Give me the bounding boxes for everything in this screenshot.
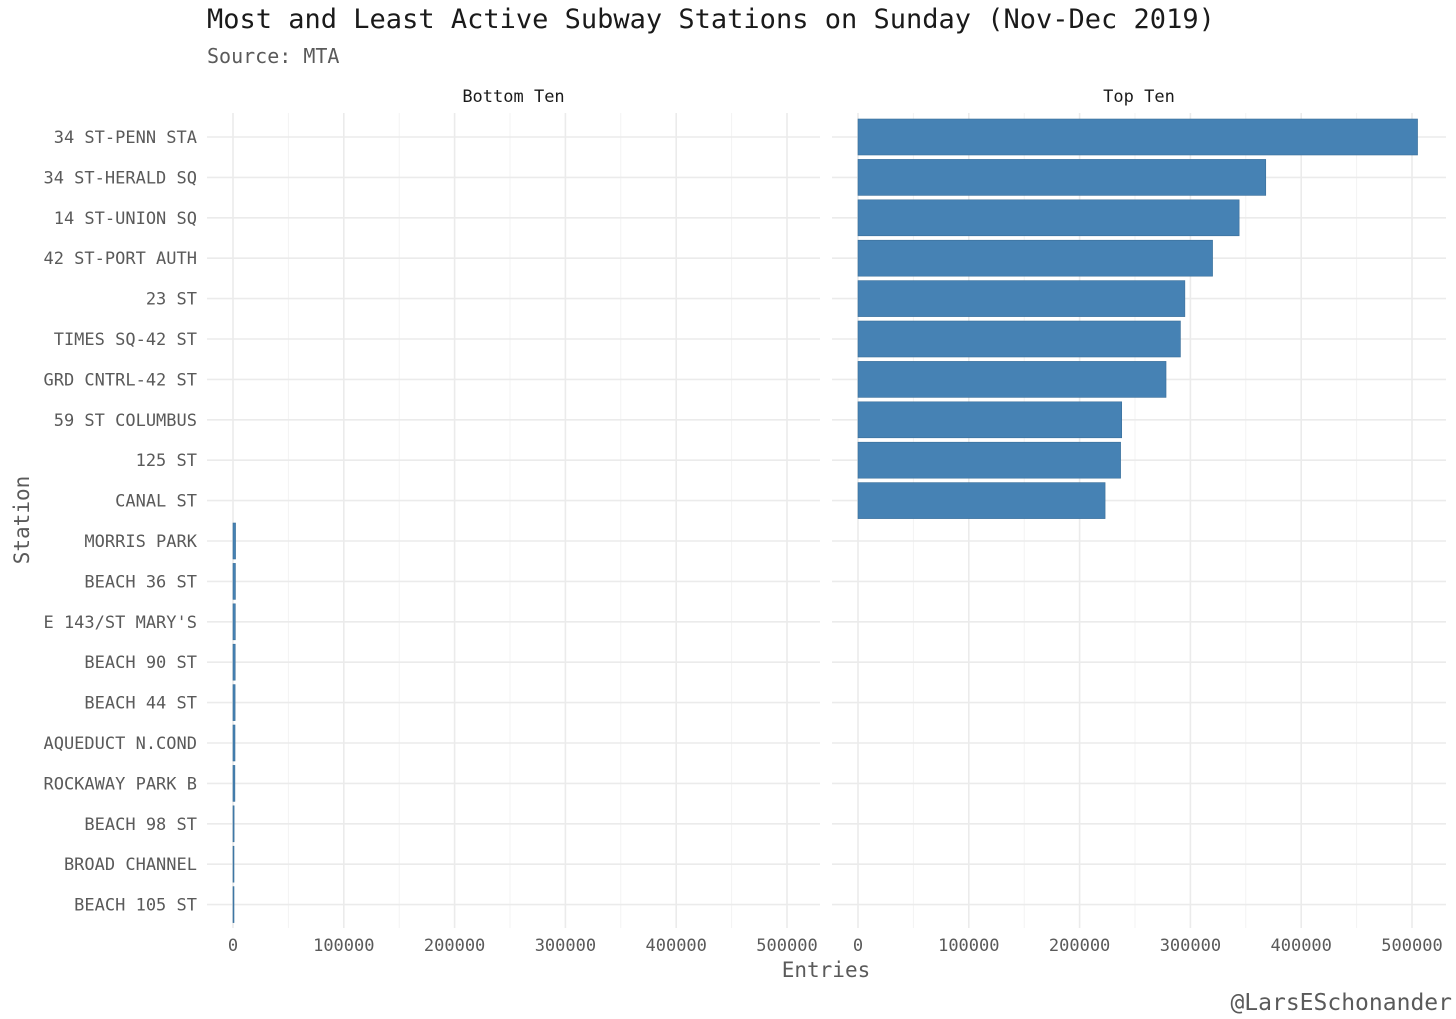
y-tick-label: BEACH 44 ST	[84, 694, 197, 714]
x-tick-label: 500000	[1381, 936, 1442, 956]
y-tick-label: BEACH 36 ST	[84, 572, 197, 592]
bar	[857, 199, 1240, 237]
facet-strip-label: Top Ten	[1103, 87, 1175, 107]
y-tick-label: BEACH 98 ST	[84, 815, 197, 835]
x-tick-label: 300000	[1160, 936, 1221, 956]
y-tick-label: 34 ST-PENN STA	[54, 128, 197, 148]
y-tick-label: MORRIS PARK	[84, 532, 197, 552]
bar	[857, 118, 1418, 156]
bar	[232, 522, 236, 560]
y-tick-label: TIMES SQ-42 ST	[54, 330, 197, 350]
x-axis-title: Entries	[782, 958, 871, 982]
x-tick-label: 0	[228, 936, 238, 956]
x-tick-label: 400000	[1270, 936, 1331, 956]
y-tick-label: BROAD CHANNEL	[64, 855, 197, 875]
bar	[857, 441, 1121, 479]
x-tick-label: 500000	[756, 936, 817, 956]
bar	[857, 482, 1106, 519]
y-tick-label: 59 ST COLUMBUS	[54, 411, 197, 431]
y-tick-label: 125 ST	[136, 451, 197, 471]
y-tick-label: 42 ST-PORT AUTH	[43, 249, 197, 269]
bar	[232, 845, 235, 883]
x-tick-label: 300000	[535, 936, 596, 956]
y-tick-label: 23 ST	[146, 290, 197, 310]
bar	[857, 280, 1186, 317]
facet-strip-label: Bottom Ten	[462, 87, 564, 107]
bar	[857, 159, 1267, 196]
bar	[857, 401, 1123, 439]
bar	[232, 765, 236, 802]
y-axis-title: Station	[10, 476, 34, 565]
x-tick-label: 100000	[938, 936, 999, 956]
bar	[232, 643, 236, 681]
bar-layer	[232, 118, 1418, 923]
x-tick-label: 0	[853, 936, 863, 956]
y-tick-label: E 143/ST MARY'S	[43, 613, 197, 633]
bar	[857, 361, 1167, 398]
label-layer: Bottom Ten 0 100000 200000 300000 400000 50000…	[43, 87, 1442, 956]
y-tick-label: CANAL ST	[115, 492, 197, 512]
grid-layer	[207, 113, 1446, 928]
bar	[232, 563, 236, 600]
chart-title: Most and Least Active Subway Stations on…	[207, 4, 1215, 35]
bar	[232, 805, 235, 843]
y-tick-label: ROCKAWAY PARK B	[43, 774, 197, 794]
bar	[232, 603, 236, 641]
y-tick-label: BEACH 105 ST	[74, 896, 197, 916]
chart-subtitle: Source: MTA	[207, 44, 340, 68]
bar	[857, 320, 1181, 358]
bar	[232, 724, 236, 762]
y-tick-label: 34 ST-HERALD SQ	[43, 168, 197, 188]
x-tick-label: 200000	[1049, 936, 1110, 956]
y-tick-label: AQUEDUCT N.COND	[43, 734, 197, 754]
x-tick-label: 200000	[424, 936, 485, 956]
bar	[232, 886, 235, 923]
x-tick-label: 400000	[645, 936, 706, 956]
y-tick-label: BEACH 90 ST	[84, 653, 197, 673]
x-tick-label: 100000	[313, 936, 374, 956]
bar	[857, 239, 1213, 277]
y-tick-label: 14 ST-UNION SQ	[54, 209, 197, 229]
chart-caption: @LarsESchonander	[1230, 990, 1452, 1016]
bar	[232, 684, 236, 721]
y-tick-label: GRD CNTRL-42 ST	[43, 370, 197, 390]
